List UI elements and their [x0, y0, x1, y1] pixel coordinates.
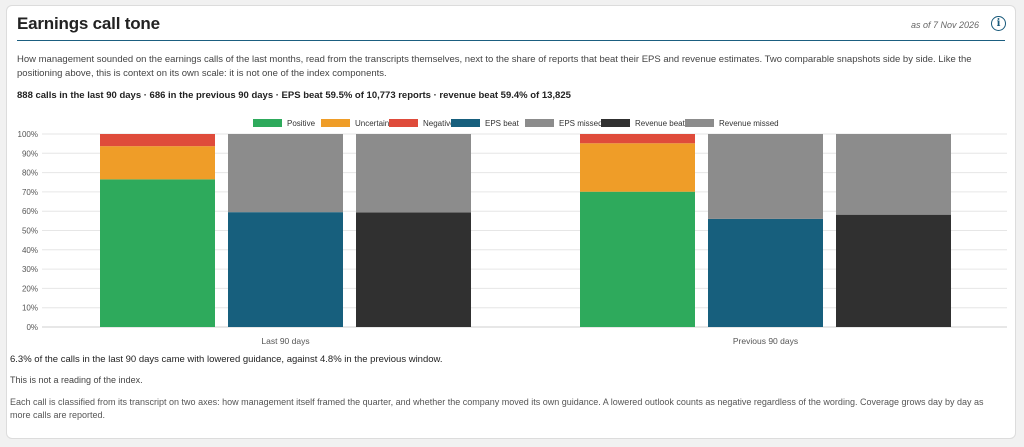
legend-label: Negative [423, 119, 455, 128]
legend-swatch [601, 119, 630, 127]
bar-segment [580, 134, 695, 144]
method-note: Each call is classified from its transcr… [10, 397, 984, 420]
category-label: Previous 90 days [733, 336, 798, 346]
legend-label: Uncertain [355, 119, 389, 128]
y-tick-label: 30% [22, 265, 38, 274]
category-label: Last 90 days [261, 336, 309, 346]
legend-label: Revenue missed [719, 119, 779, 128]
legend-swatch [685, 119, 714, 127]
bar-segment [836, 214, 951, 327]
as-of-date: as of 7 Nov 2026 [910, 20, 979, 30]
y-tick-label: 0% [26, 323, 38, 332]
bar-segment [356, 134, 471, 213]
y-tick-label: 40% [22, 246, 38, 255]
legend-label: Positive [287, 119, 316, 128]
legend-label: EPS beat [485, 119, 520, 128]
y-tick-label: 60% [22, 207, 38, 216]
bar-segment [580, 143, 695, 192]
y-tick-label: 70% [22, 188, 38, 197]
guidance-note: 6.3% of the calls in the last 90 days ca… [10, 354, 443, 365]
summary-stats: 888 calls in the last 90 days · 686 in t… [17, 90, 571, 101]
bar-segment [708, 134, 823, 219]
legend-swatch [451, 119, 480, 127]
title-divider [17, 40, 1005, 41]
legend-swatch [253, 119, 282, 127]
info-icon[interactable]: i [991, 16, 1006, 31]
legend-label: Revenue beat [635, 119, 686, 128]
y-tick-label: 100% [18, 130, 38, 139]
legend-swatch [389, 119, 418, 127]
legend-swatch [321, 119, 350, 127]
card-description: How management sounded on the earnings c… [17, 54, 972, 79]
bar-segment [100, 146, 215, 180]
y-tick-label: 10% [22, 304, 38, 313]
stacked-bar-chart: 0% 10% 20% 30% 40% 50% 60% 70% 80% 90% 100% Positiv… [18, 119, 1007, 346]
bar-segment [836, 134, 951, 215]
disclaimer-note: This is not a reading of the index. [10, 375, 143, 385]
card-title: Earnings call tone [17, 14, 160, 33]
y-tick-label: 50% [22, 227, 38, 236]
y-tick-label: 90% [22, 149, 38, 158]
bar-segment [100, 179, 215, 327]
bar-segment [228, 134, 343, 213]
legend-swatch [525, 119, 554, 127]
bar-segment [580, 191, 695, 327]
y-tick-label: 80% [22, 169, 38, 178]
bar-segment [708, 218, 823, 327]
bar-segment [228, 212, 343, 327]
y-tick-label: 20% [22, 284, 38, 293]
legend-label: EPS missed [559, 119, 603, 128]
bar-segment [356, 212, 471, 327]
bar-segment [100, 134, 215, 147]
